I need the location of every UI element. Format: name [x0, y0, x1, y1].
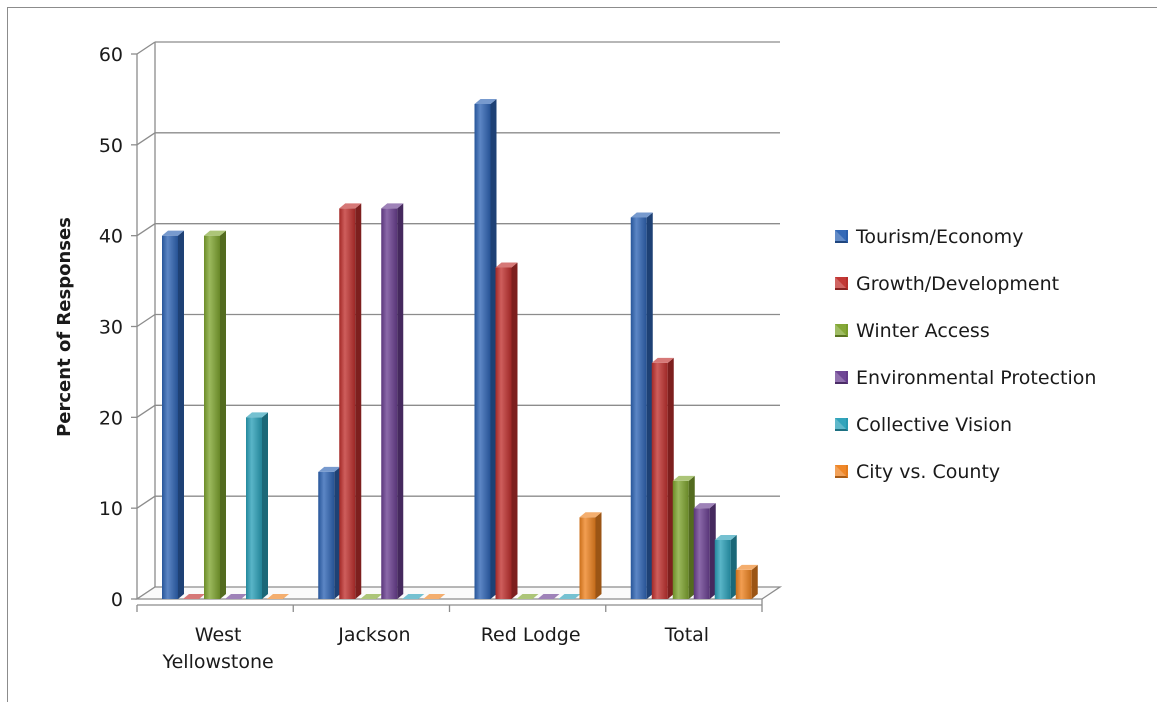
bar [558, 594, 581, 599]
bar [516, 594, 539, 599]
legend-swatch [835, 418, 848, 431]
bar [714, 534, 737, 599]
bar [672, 475, 695, 599]
bar [381, 203, 404, 599]
floor [134, 586, 783, 600]
legend-label: Winter Access [856, 320, 990, 342]
legend-swatch [835, 324, 848, 337]
legend-swatch [835, 465, 848, 478]
y-tick-label: 0 [111, 589, 123, 611]
bar [360, 594, 383, 599]
y-tick-label: 60 [99, 44, 123, 66]
bar [735, 564, 758, 599]
legend-item: Growth/Development [835, 273, 1059, 295]
y-tick-labels: 0 10 20 30 40 50 60 [99, 44, 123, 611]
y-tick-label: 50 [99, 135, 123, 157]
legend-item: Winter Access [835, 320, 990, 342]
legend-label: Environmental Protection [856, 367, 1096, 389]
bar [495, 262, 518, 599]
side-wall-gridline [136, 41, 156, 55]
bar [267, 594, 289, 599]
side-wall-gridline [136, 313, 156, 328]
legend-swatch [835, 230, 848, 243]
bar [537, 594, 560, 599]
bar [630, 212, 653, 599]
side-wall-gridline [136, 223, 156, 237]
legend-item: Tourism/Economy [835, 226, 1023, 248]
legend-item: Environmental Protection [835, 367, 1096, 389]
bar [402, 594, 425, 599]
legend-label: City vs. County [856, 461, 1000, 483]
bar [162, 230, 184, 599]
axes [131, 42, 783, 612]
x-category-label: Total [664, 624, 709, 646]
x-category-labels: West Yellowstone Jackson Red Lodge Total [162, 624, 710, 673]
chart-frame [7, 7, 1157, 702]
bar [423, 594, 446, 599]
y-tick-label: 30 [99, 317, 123, 339]
x-category-label: Red Lodge [481, 624, 581, 646]
side-wall-gridline [136, 495, 156, 509]
legend-label: Growth/Development [856, 273, 1059, 295]
y-tick-label: 40 [99, 226, 123, 248]
bar [651, 357, 674, 599]
side-wall-gridline [136, 404, 156, 418]
bar [318, 466, 341, 599]
bar [693, 503, 716, 599]
bar [339, 203, 362, 599]
legend-item: City vs. County [835, 461, 1000, 483]
bar [183, 594, 205, 599]
bar [204, 230, 226, 599]
legend: Tourism/Economy Growth/Development Winter … [835, 226, 1096, 483]
bars [162, 98, 758, 599]
legend-swatch [835, 277, 848, 290]
gridlines [136, 41, 780, 600]
y-tick-label: 20 [99, 407, 123, 429]
y-axis-label: Percent of Responses [54, 217, 75, 437]
x-category-label: West Yellowstone [162, 624, 274, 673]
legend-swatch [835, 371, 848, 384]
side-wall-gridline [136, 132, 156, 146]
bar [246, 412, 268, 599]
legend-item: Collective Vision [835, 414, 1012, 436]
y-tick-label: 10 [99, 498, 123, 520]
legend-label: Tourism/Economy [855, 226, 1023, 248]
legend-label: Collective Vision [856, 414, 1012, 436]
bar [579, 512, 602, 599]
bar [474, 98, 497, 599]
x-category-label: Jackson [337, 624, 410, 646]
bar [225, 594, 247, 599]
